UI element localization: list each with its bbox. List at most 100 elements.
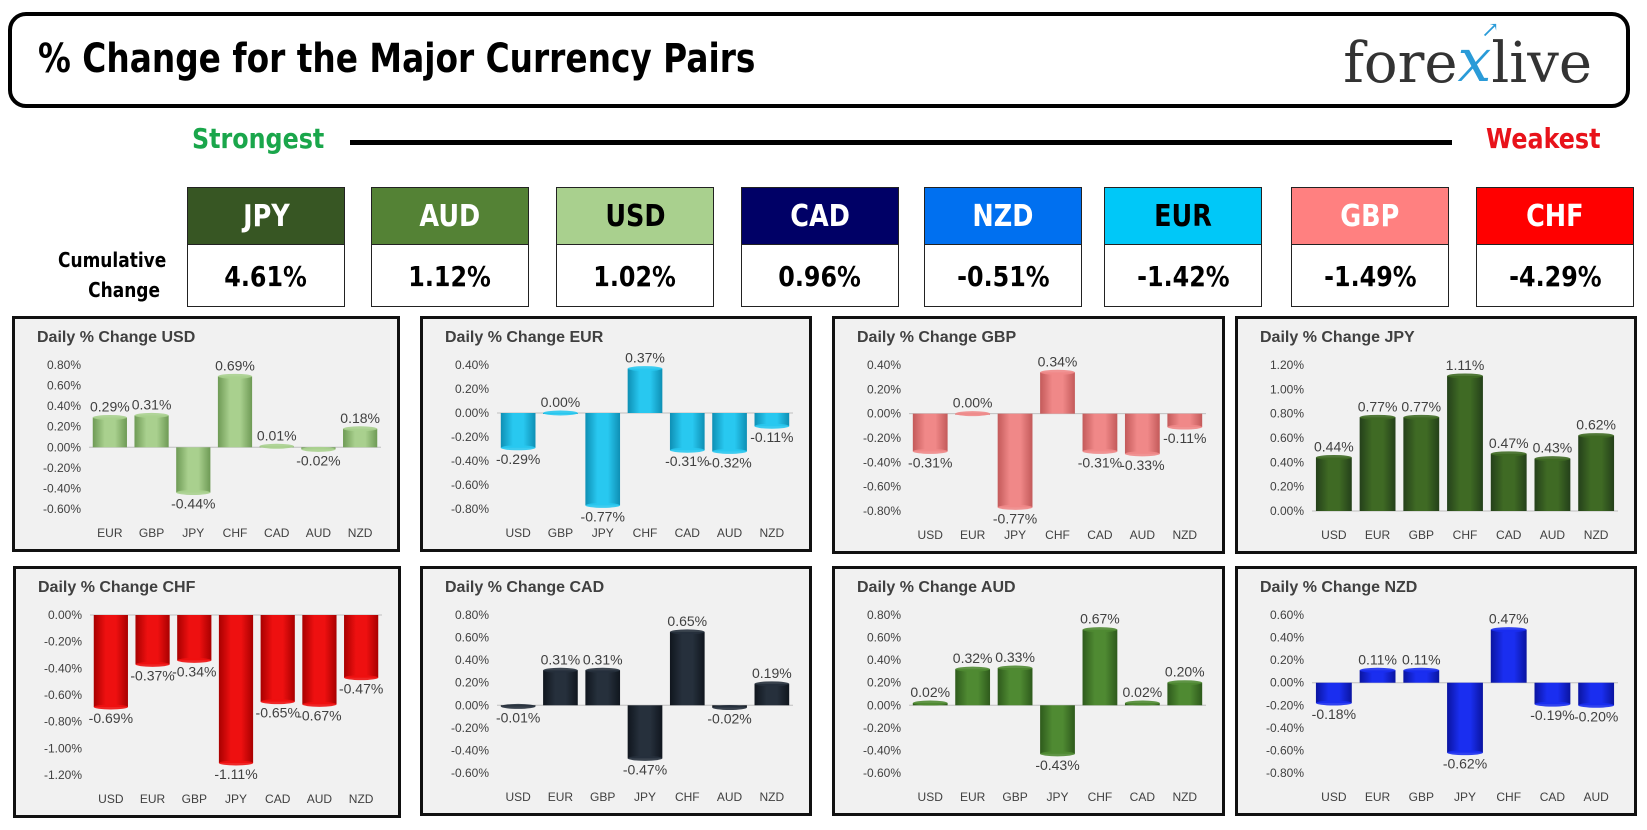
bar-cap <box>218 760 254 766</box>
y-tick-label: 0.80% <box>867 608 901 622</box>
bar-cap <box>1040 369 1075 375</box>
cumulative-change-value: 4.61% <box>224 259 308 293</box>
bar-chf <box>627 368 663 413</box>
bar-gbp <box>1403 417 1440 511</box>
bar-cap <box>543 667 578 673</box>
x-tick-label: JPY <box>225 792 247 806</box>
y-tick-label: 0.60% <box>867 631 901 645</box>
x-tick-label: USD <box>1321 528 1347 542</box>
data-label: -0.02% <box>707 711 751 727</box>
page-title: % Change for the Major Currency Pairs <box>38 36 756 82</box>
chart-title: Daily % Change CAD <box>445 579 605 596</box>
y-tick-label: -0.80% <box>863 504 901 518</box>
y-tick-label: 0.40% <box>47 399 81 413</box>
y-tick-label: -0.20% <box>451 721 489 735</box>
bar-cad <box>260 615 295 702</box>
bar-chart: 0.80% 0.60% 0.40% 0.20% 0.00% -0.20% -0.40% -0.… <box>863 608 1206 804</box>
bar-nzd <box>344 615 379 678</box>
bar-cap <box>627 366 663 372</box>
y-tick-label: -0.60% <box>863 766 901 780</box>
bar-cap <box>93 704 128 710</box>
y-tick-label: 0.20% <box>455 382 489 396</box>
bar-usd <box>500 413 536 448</box>
bar-aud <box>1124 413 1160 454</box>
header-banner: % Change for the Major Currency Pairs fo… <box>8 12 1630 108</box>
data-label: -0.37% <box>130 667 174 683</box>
chart-title: Daily % Change GBP <box>857 329 1017 346</box>
data-label: 0.11% <box>1358 651 1397 667</box>
chart-panel-nzd: Daily % Change NZD 0.60% 0.40% 0.20% 0.00% -0… <box>1235 566 1637 816</box>
y-tick-label: -0.60% <box>43 502 81 516</box>
weakest-label: Weakest <box>1486 122 1601 155</box>
bar-aud <box>712 413 747 452</box>
y-tick-label: -0.20% <box>1266 698 1304 712</box>
cumulative-change-value: -1.42% <box>1136 259 1230 293</box>
bar-usd <box>1315 457 1352 511</box>
bar-cap <box>1403 414 1440 420</box>
x-tick-label: USD <box>1321 790 1347 804</box>
bar-jpy <box>1447 682 1483 753</box>
bar-eur <box>1359 417 1396 511</box>
bar-cap <box>1082 448 1118 454</box>
cumulative-change-label: Cumulative Change <box>58 248 167 302</box>
data-label: -0.31% <box>665 453 709 469</box>
data-label: -1.11% <box>214 766 257 782</box>
y-tick-label: 0.80% <box>1270 407 1304 421</box>
y-tick-label: -0.40% <box>863 455 901 469</box>
bar-cap <box>669 447 705 453</box>
bar-cap <box>1167 424 1203 430</box>
x-tick-label: CAD <box>1087 528 1113 542</box>
bar-cad <box>1082 413 1118 452</box>
data-label: 0.20% <box>1165 664 1205 680</box>
cumulative-change-value: 0.96% <box>778 259 862 293</box>
x-tick-label: JPY <box>1004 528 1026 542</box>
data-label: -0.01% <box>496 709 540 725</box>
bar-cap <box>585 667 621 673</box>
data-label: 0.34% <box>1038 353 1078 369</box>
x-tick-label: NZD <box>1172 528 1197 542</box>
bar-chf <box>669 631 705 706</box>
bar-cap <box>627 755 663 761</box>
bar-jpy <box>218 615 254 763</box>
bar-gbp <box>177 615 212 661</box>
x-tick-label: CHF <box>1088 790 1113 804</box>
bar-nzd <box>754 683 790 706</box>
currency-box-nzd: NZD -0.51% <box>924 187 1082 307</box>
bar-cap <box>135 661 170 667</box>
bar-cap <box>997 504 1033 510</box>
x-tick-label: AUD <box>1540 528 1566 542</box>
bar-cap <box>712 705 747 711</box>
y-tick-label: 0.00% <box>1270 676 1304 690</box>
currency-code: CAD <box>742 188 898 245</box>
y-tick-label: 0.60% <box>47 379 81 393</box>
bar-chart: 0.60% 0.40% 0.20% 0.00% -0.20% -0.40% -0.60% -0… <box>1266 608 1618 804</box>
x-tick-label: JPY <box>634 790 656 804</box>
data-label: 0.32% <box>953 650 993 666</box>
bar-cap <box>712 448 747 454</box>
chart-title: Daily % Change NZD <box>1260 579 1418 596</box>
logo-text-right: live <box>1491 31 1592 96</box>
bar-cap <box>92 414 127 420</box>
cumulative-change-value: -4.29% <box>1508 259 1602 293</box>
bar-cap <box>177 657 212 663</box>
y-tick-label: -1.20% <box>44 768 82 782</box>
chart-title: Daily % Change EUR <box>445 329 604 346</box>
data-label: 0.31% <box>541 651 581 667</box>
data-label: -0.62% <box>1443 756 1487 772</box>
bar-jpy <box>997 413 1033 508</box>
bar-chart: 0.00% -0.20% -0.40% -0.60% -0.80% -1.00% -1.20… <box>44 608 383 806</box>
x-tick-label: AUD <box>307 792 333 806</box>
x-tick-label: NZD <box>1172 790 1197 804</box>
data-label: 0.43% <box>1533 440 1573 456</box>
bar-usd <box>93 615 128 707</box>
y-tick-label: -0.40% <box>44 661 82 675</box>
data-label: -0.20% <box>1574 708 1618 724</box>
bar-cap <box>754 681 790 687</box>
y-tick-label: -0.20% <box>863 431 901 445</box>
currency-code: USD <box>557 188 713 245</box>
bar-nzd <box>343 428 378 448</box>
data-label: -0.44% <box>171 496 215 512</box>
y-tick-label: 0.80% <box>455 608 489 622</box>
bar-jpy <box>1040 705 1075 754</box>
y-tick-label: -0.20% <box>863 721 901 735</box>
